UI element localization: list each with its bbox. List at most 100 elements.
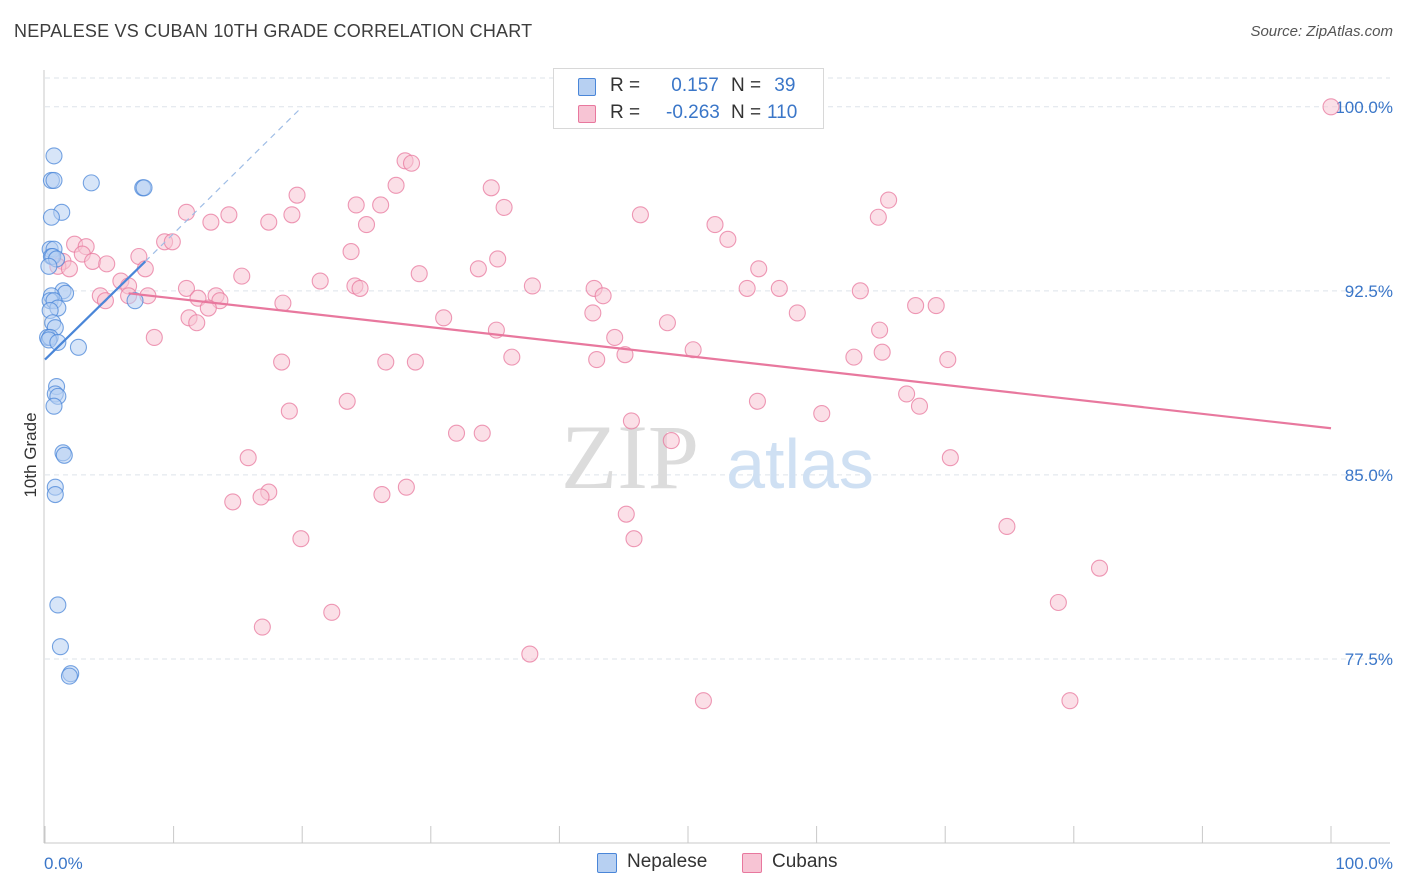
cubans-point xyxy=(239,449,257,467)
cubans-point xyxy=(606,328,624,347)
nepalese-trend-line xyxy=(44,260,147,361)
cubans-point xyxy=(927,297,945,315)
cubans-point xyxy=(188,314,206,332)
y-tick-label: 85.0% xyxy=(1345,466,1393,485)
cubans-point xyxy=(283,206,301,224)
nepalese-n-label: N = xyxy=(731,75,762,96)
cubans-point xyxy=(622,412,640,430)
cubans-point xyxy=(1090,559,1109,577)
series-legend: Nepalese Cubans xyxy=(0,851,1406,877)
cubans-point xyxy=(584,304,602,322)
cubans-point xyxy=(694,692,712,710)
cubans-point xyxy=(338,392,356,410)
cubans-point xyxy=(273,353,291,371)
cubans-point xyxy=(435,309,453,327)
cubans-point xyxy=(274,294,292,312)
cubans-point xyxy=(625,530,643,548)
cubans-point xyxy=(473,424,491,442)
cubans-point xyxy=(402,154,421,172)
cubans-point xyxy=(98,255,116,273)
chart-title: NEPALESE VS CUBAN 10TH GRADE CORRELATION… xyxy=(14,21,533,41)
cubans-point xyxy=(873,343,891,361)
cubans-point xyxy=(377,353,395,371)
cubans-point xyxy=(748,392,766,410)
cubans-point xyxy=(410,265,428,283)
cubans-point xyxy=(503,348,521,366)
stats-legend: R = 0.157 N = 39 R = -0.263 N = 110 xyxy=(553,68,824,129)
cubans-point xyxy=(177,203,196,221)
cubans-point xyxy=(357,216,376,234)
cubans-point xyxy=(351,279,369,297)
cubans-point xyxy=(845,348,863,366)
cubans-point xyxy=(788,304,806,322)
cubans-point xyxy=(199,299,217,317)
nepalese-point xyxy=(49,333,67,351)
nepalese-n-value: 39 xyxy=(769,75,796,96)
cubans-point xyxy=(495,198,513,216)
gridlines xyxy=(45,77,1390,660)
cubans-point xyxy=(60,260,78,278)
trend-lines xyxy=(44,106,1332,430)
source-label: Source: ZipAtlas.com xyxy=(1250,23,1393,40)
cubans-point xyxy=(738,279,756,297)
cubans-point xyxy=(373,485,391,504)
cubans-point xyxy=(342,243,360,261)
cubans-point xyxy=(907,297,925,315)
cubans-point xyxy=(588,351,606,369)
cubans-point xyxy=(347,196,365,214)
cubans-point xyxy=(631,206,649,224)
nepalese-point xyxy=(69,338,87,356)
cubans-point xyxy=(910,397,929,415)
cubans-point xyxy=(939,351,957,369)
cubans-r-value: -0.263 xyxy=(666,102,720,123)
nepalese-point xyxy=(42,208,60,226)
cubans-point xyxy=(616,346,634,364)
watermark: ZIP atlas xyxy=(561,406,874,508)
cubans-point xyxy=(521,645,539,663)
y-tick-label: 77.5% xyxy=(1345,650,1393,669)
cubans-point xyxy=(387,176,405,194)
cubans-point xyxy=(1322,98,1340,116)
cubans-points xyxy=(49,98,1340,710)
cubans-point xyxy=(145,328,163,347)
nepalese-point xyxy=(126,292,144,310)
cubans-point xyxy=(406,353,424,371)
cubans-legend-label: Cubans xyxy=(772,851,838,872)
cubans-point xyxy=(447,424,466,442)
x-tick-label: 100.0% xyxy=(1335,854,1393,873)
cubans-point xyxy=(397,478,415,496)
tick-labels: 77.5% 85.0% 92.5% 100.0% 0.0% 100.0% xyxy=(44,98,1393,873)
watermark-atlas: atlas xyxy=(726,425,874,503)
nepalese-r-label: R = xyxy=(610,75,641,96)
cubans-point xyxy=(163,233,181,251)
cubans-trend-line xyxy=(128,292,1332,430)
cubans-n-value: 110 xyxy=(767,102,798,123)
y-axis-label: 10th Grade xyxy=(21,412,40,497)
cubans-point xyxy=(253,618,271,636)
cubans-point xyxy=(1049,593,1067,612)
cubans-point xyxy=(523,277,541,295)
cubans-point xyxy=(489,250,507,268)
nepalese-point xyxy=(82,174,100,192)
nepalese-point xyxy=(46,485,64,504)
nepalese-trend-extension xyxy=(144,106,303,262)
cubans-point xyxy=(260,213,278,231)
axes xyxy=(43,70,1390,844)
cubans-point xyxy=(280,402,298,420)
cubans-point xyxy=(706,216,724,234)
cubans-point xyxy=(288,186,306,204)
cubans-point xyxy=(750,260,768,278)
cubans-point xyxy=(898,385,916,403)
nepalese-point xyxy=(135,179,153,197)
cubans-point xyxy=(617,505,635,523)
cubans-point xyxy=(224,493,242,511)
cubans-point xyxy=(770,279,788,297)
cubans-r-label: R = xyxy=(610,102,641,123)
nepalese-legend-swatch xyxy=(597,853,617,873)
nepalese-points xyxy=(39,147,153,685)
x-tick-label: 0.0% xyxy=(44,854,83,873)
cubans-legend-swatch xyxy=(742,853,762,873)
cubans-point xyxy=(177,279,196,297)
cubans-n-label: N = xyxy=(731,102,762,123)
